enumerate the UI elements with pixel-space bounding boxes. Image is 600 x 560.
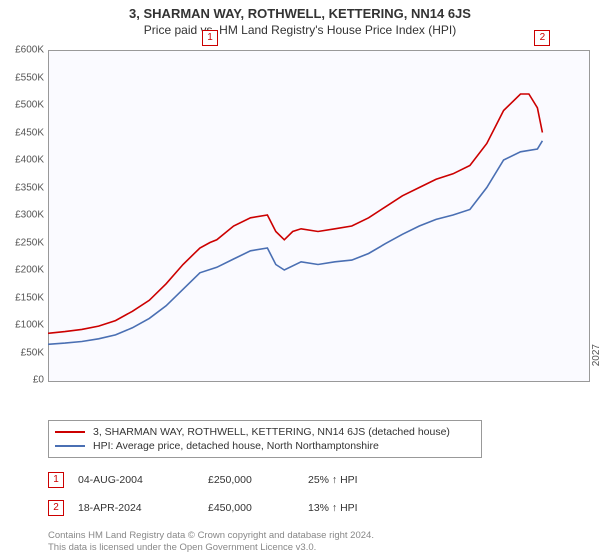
line-plot-svg [48, 50, 588, 380]
legend-label: HPI: Average price, detached house, Nort… [93, 440, 379, 452]
disclaimer: Contains HM Land Registry data © Crown c… [48, 530, 374, 554]
legend-label: 3, SHARMAN WAY, ROTHWELL, KETTERING, NN1… [93, 426, 450, 438]
legend: 3, SHARMAN WAY, ROTHWELL, KETTERING, NN1… [48, 420, 482, 458]
event-pct: 25% ↑ HPI [308, 474, 408, 486]
chart-container: 3, SHARMAN WAY, ROTHWELL, KETTERING, NN1… [0, 0, 600, 560]
chart-subtitle: Price paid vs. HM Land Registry's House … [0, 21, 600, 37]
event-price: £450,000 [208, 502, 308, 514]
disclaimer-text: Contains HM Land Registry data © Crown c… [48, 530, 374, 541]
event-price: £250,000 [208, 474, 308, 486]
event-number-box: 1 [48, 472, 64, 488]
event-row: 1 04-AUG-2004 £250,000 25% ↑ HPI [48, 472, 408, 488]
chart-title: 3, SHARMAN WAY, ROTHWELL, KETTERING, NN1… [0, 0, 600, 21]
legend-item: HPI: Average price, detached house, Nort… [55, 439, 475, 453]
disclaimer-text: This data is licensed under the Open Gov… [48, 542, 316, 553]
legend-swatch [55, 431, 85, 433]
event-date: 18-APR-2024 [78, 502, 208, 514]
event-date: 04-AUG-2004 [78, 474, 208, 486]
legend-swatch [55, 445, 85, 447]
event-number-box: 2 [48, 500, 64, 516]
event-row: 2 18-APR-2024 £450,000 13% ↑ HPI [48, 500, 408, 516]
legend-item: 3, SHARMAN WAY, ROTHWELL, KETTERING, NN1… [55, 425, 475, 439]
event-pct: 13% ↑ HPI [308, 502, 408, 514]
